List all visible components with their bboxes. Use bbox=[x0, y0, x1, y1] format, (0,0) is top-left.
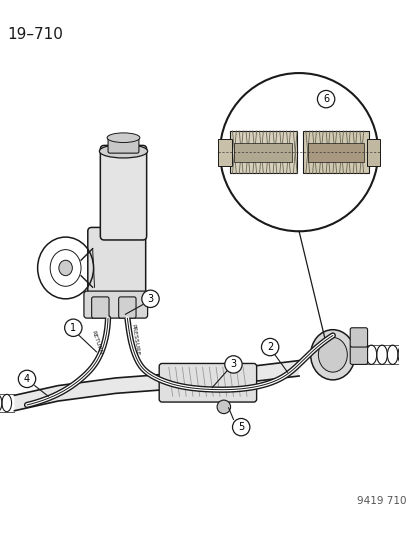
Text: PRESSURE: PRESSURE bbox=[130, 324, 140, 356]
Ellipse shape bbox=[107, 133, 140, 142]
Text: 19–710: 19–710 bbox=[8, 27, 64, 42]
Circle shape bbox=[219, 73, 377, 231]
Text: 4: 4 bbox=[24, 374, 30, 384]
Circle shape bbox=[216, 400, 230, 414]
Ellipse shape bbox=[318, 337, 347, 372]
FancyBboxPatch shape bbox=[119, 297, 136, 318]
FancyBboxPatch shape bbox=[159, 364, 256, 402]
FancyBboxPatch shape bbox=[234, 142, 292, 162]
Text: 2: 2 bbox=[266, 342, 273, 352]
FancyBboxPatch shape bbox=[218, 139, 231, 166]
Circle shape bbox=[224, 356, 242, 373]
Text: RETURN: RETURN bbox=[90, 330, 102, 356]
Circle shape bbox=[64, 319, 82, 336]
FancyBboxPatch shape bbox=[349, 345, 367, 365]
Text: 6: 6 bbox=[322, 94, 328, 104]
Text: 3: 3 bbox=[230, 359, 236, 369]
FancyBboxPatch shape bbox=[349, 328, 367, 347]
Text: 9419 710: 9419 710 bbox=[356, 496, 406, 506]
Text: 5: 5 bbox=[237, 422, 244, 432]
FancyBboxPatch shape bbox=[88, 228, 145, 304]
Circle shape bbox=[261, 338, 278, 356]
Circle shape bbox=[232, 418, 249, 436]
Ellipse shape bbox=[310, 330, 354, 380]
Ellipse shape bbox=[99, 144, 147, 158]
Ellipse shape bbox=[59, 260, 72, 276]
Text: 3: 3 bbox=[147, 294, 153, 304]
Circle shape bbox=[317, 91, 334, 108]
FancyBboxPatch shape bbox=[366, 139, 379, 166]
FancyBboxPatch shape bbox=[307, 142, 363, 162]
FancyBboxPatch shape bbox=[91, 297, 109, 318]
Polygon shape bbox=[14, 360, 298, 411]
Circle shape bbox=[142, 290, 159, 308]
FancyBboxPatch shape bbox=[229, 131, 297, 173]
FancyBboxPatch shape bbox=[84, 291, 147, 318]
FancyBboxPatch shape bbox=[100, 146, 146, 240]
Circle shape bbox=[18, 370, 36, 387]
FancyBboxPatch shape bbox=[302, 131, 368, 173]
FancyBboxPatch shape bbox=[108, 136, 139, 153]
Text: 1: 1 bbox=[70, 323, 76, 333]
